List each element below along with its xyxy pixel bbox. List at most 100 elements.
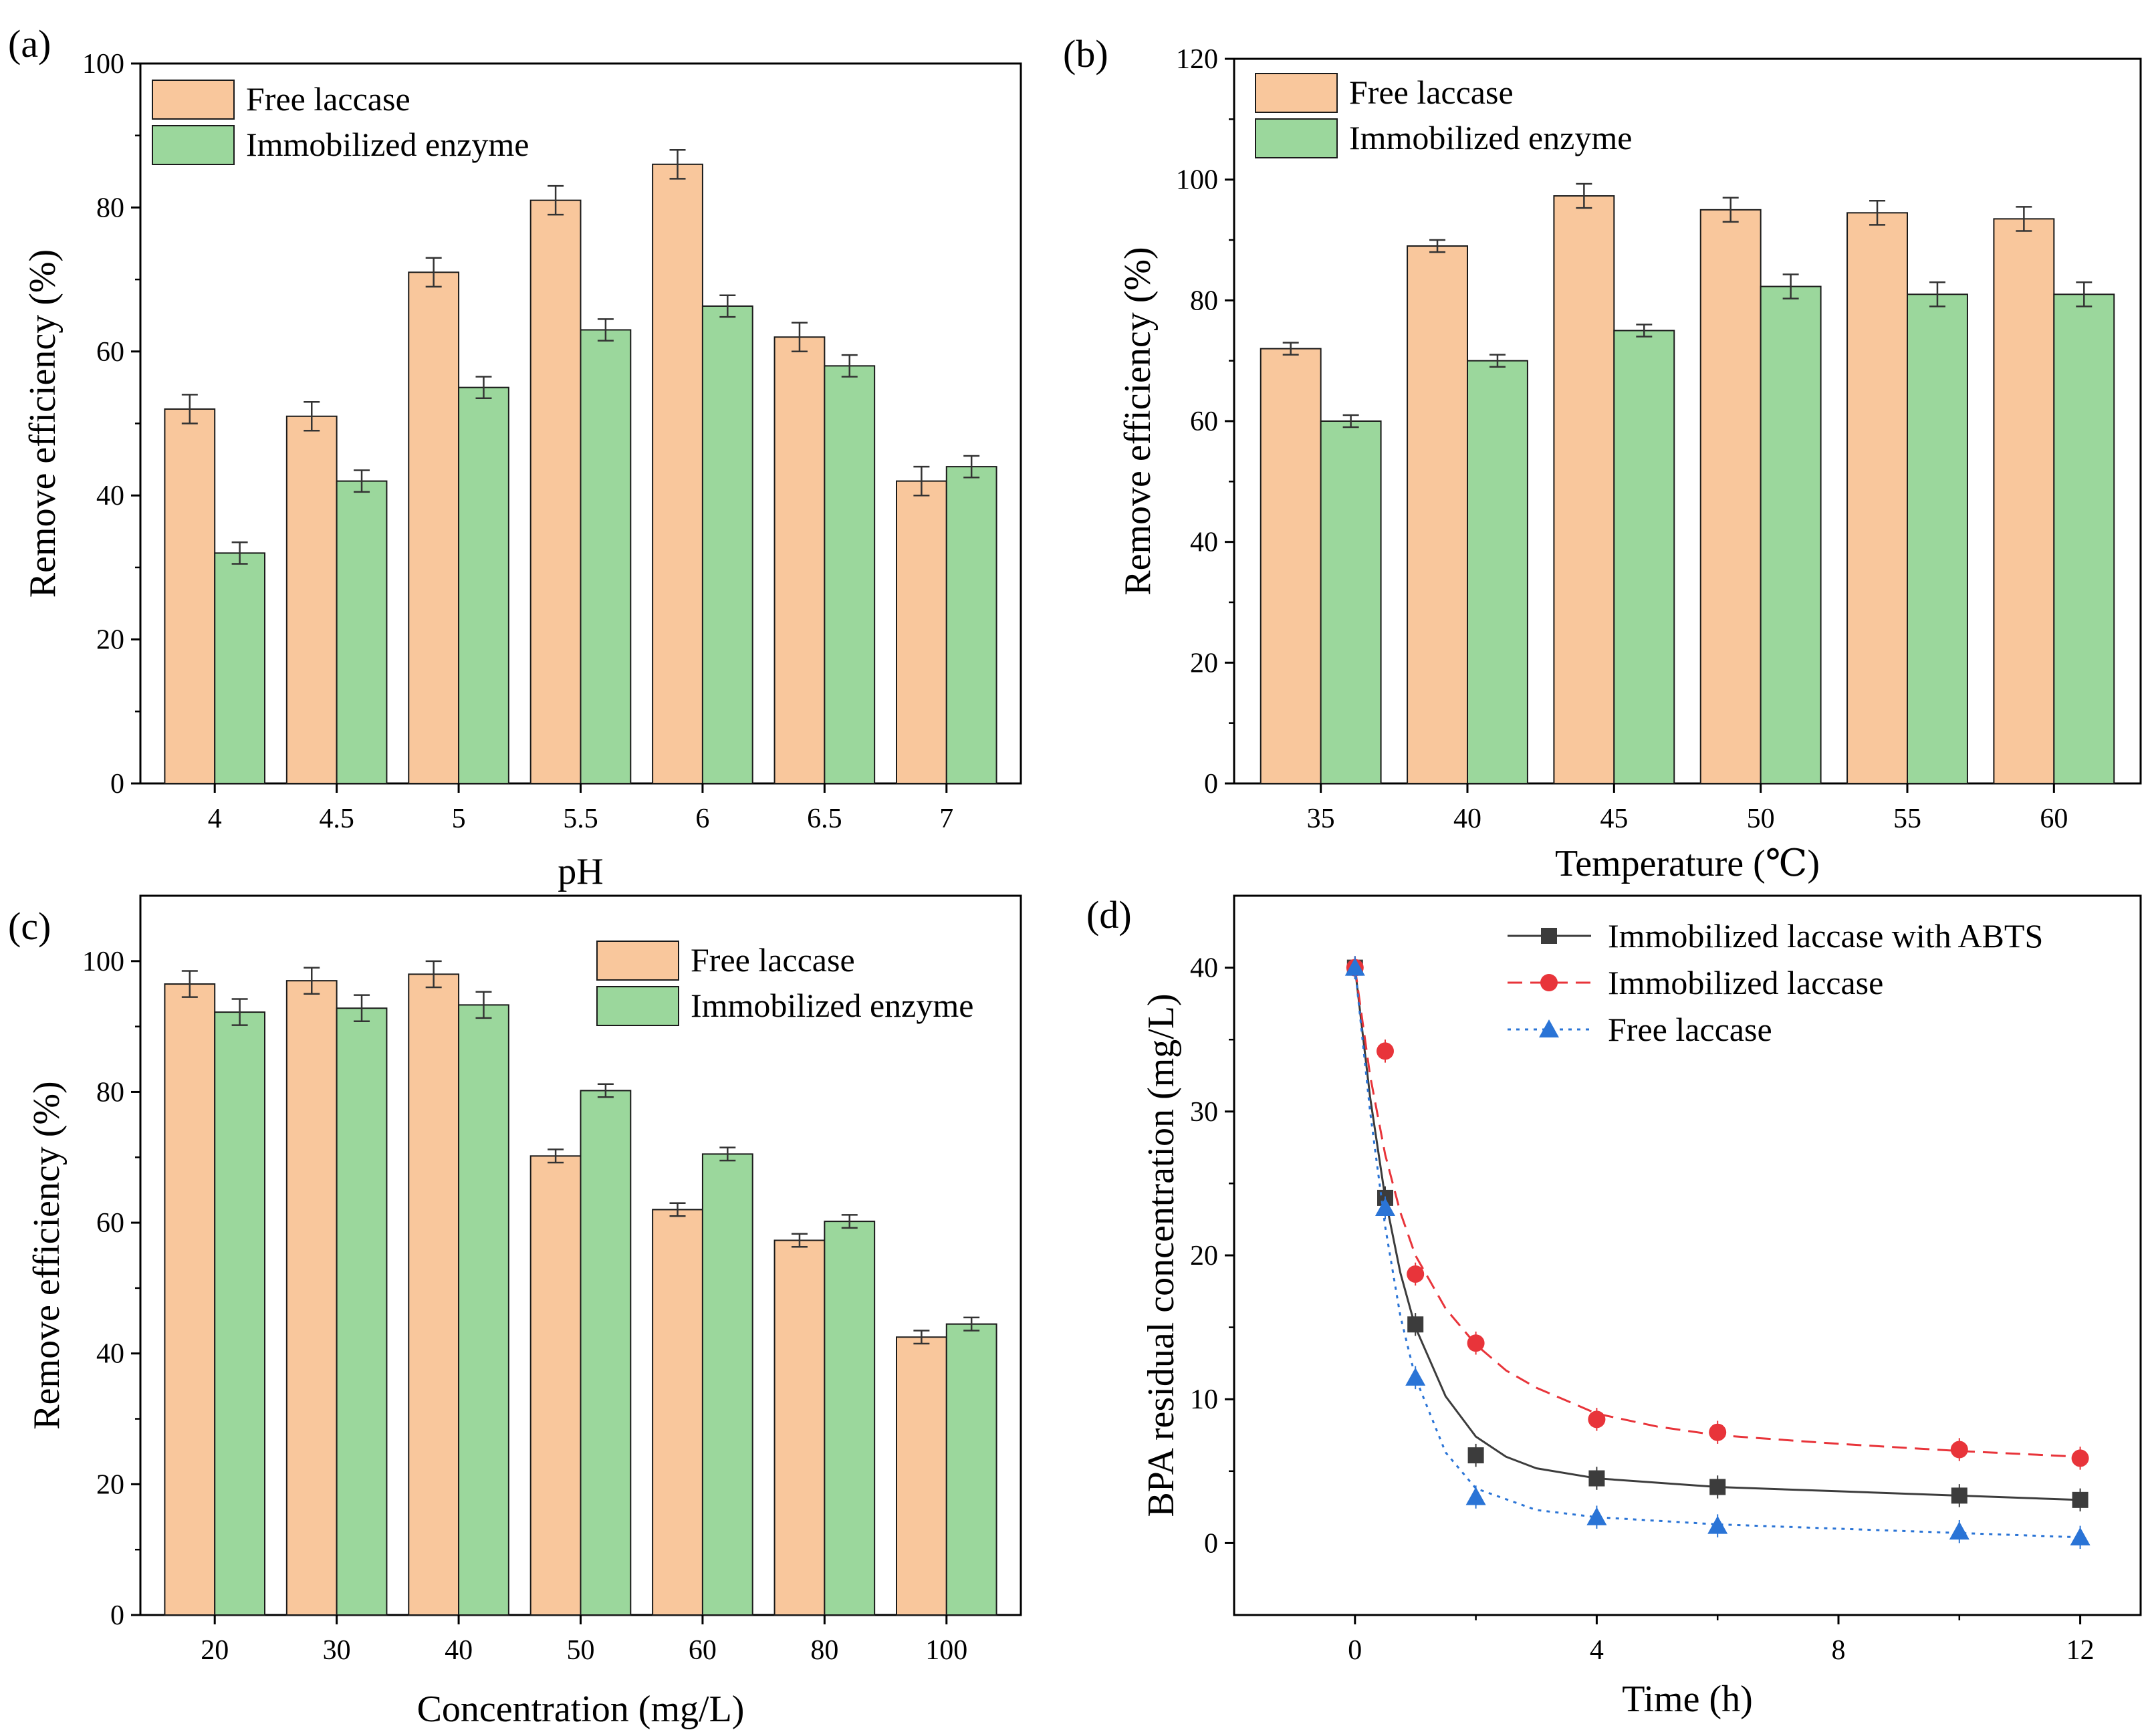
panel-a-bar <box>824 365 876 784</box>
panel-b-x-axis-title: Temperature (℃) <box>1555 843 1820 884</box>
panel-d-data-point <box>1588 1470 1605 1487</box>
panel-c-xtick-label: 100 <box>925 1635 967 1666</box>
panel-a-ytick-label: 40 <box>96 481 124 511</box>
panel-c-bar <box>336 1007 388 1616</box>
panel-b-bar <box>1320 420 1382 784</box>
panel-b-ytick-label: 100 <box>1176 165 1218 196</box>
panel-d-data-point <box>1344 957 1365 976</box>
panel-b-bar <box>1760 285 1822 785</box>
panel-a-bar <box>652 163 703 784</box>
panel-d-data-point <box>1707 1515 1728 1534</box>
panel-c-bar <box>701 1153 753 1616</box>
panel-b-xtick-label: 45 <box>1600 803 1628 834</box>
panel-d-xtick-label: 4 <box>1590 1635 1604 1666</box>
panel-c-y-axis-title: Remove efficiency (%) <box>26 1081 68 1429</box>
panel-d-xtick-label: 12 <box>2066 1635 2095 1666</box>
panel-c-xtick-label: 20 <box>201 1635 229 1666</box>
panel-a-ytick-label: 100 <box>82 49 124 80</box>
panel-a-bar <box>214 552 266 784</box>
panel-c-ytick-label: 80 <box>96 1077 124 1108</box>
panel-d-data-point <box>1467 1334 1485 1352</box>
panel-a-bar <box>458 386 509 784</box>
panel-b-ytick-label: 20 <box>1190 648 1218 678</box>
panel-a-xtick-label: 4 <box>208 803 222 834</box>
panel-a-ytick-label: 80 <box>96 193 124 223</box>
panel-d-data-point <box>2070 1527 2091 1545</box>
panel-b-bar <box>1553 195 1615 785</box>
panel-a-bar <box>336 480 388 784</box>
panel-c-bar <box>580 1090 632 1616</box>
panel-c-bar <box>214 1011 266 1616</box>
panel-d-data-point <box>1949 1521 1969 1540</box>
panel-d-legend-label: Immobilized laccase <box>1608 964 1883 1001</box>
panel-a-legend-label: Free laccase <box>246 80 410 118</box>
panel-c-bar <box>895 1336 947 1616</box>
panel-a-xtick-label: 4.5 <box>319 803 354 834</box>
panel-c-bar <box>458 1004 509 1616</box>
panel-d-y-axis-title: BPA residual concentration (mg/L) <box>1141 993 1182 1517</box>
panel-c-ytick-label: 100 <box>82 947 124 977</box>
panel-b-ytick-label: 40 <box>1190 527 1218 558</box>
panel-a-xtick-label: 6 <box>695 803 709 834</box>
panel-d-data-point <box>1407 1316 1424 1333</box>
panel-d-data-point <box>2071 1449 2089 1467</box>
panel-b-legend-swatch <box>1255 73 1338 113</box>
panel-a-y-axis-title: Remove efficiency (%) <box>22 249 64 598</box>
panel-c-legend-swatch <box>596 986 679 1026</box>
panel-a-legend-swatch <box>152 125 235 165</box>
panel-d-xtick-label: 8 <box>1832 1635 1846 1666</box>
panel-b-legend-swatch <box>1255 118 1338 158</box>
panel-a-bar <box>285 415 338 784</box>
panel-a-bar <box>408 271 460 784</box>
panel-d-data-point <box>1405 1367 1426 1386</box>
panel-d-legend-marker <box>1540 974 1558 991</box>
panel-a-bar <box>529 199 582 784</box>
panel-a-bar <box>580 329 632 784</box>
panel-c-xtick-label: 50 <box>567 1635 595 1666</box>
panel-c-legend-label: Immobilized enzyme <box>691 987 973 1024</box>
panel-a-label: (a) <box>8 22 51 66</box>
panel-a-bar <box>895 480 947 784</box>
panel-d-axes-frame <box>1233 894 2142 1616</box>
panel-d-legend-label: Free laccase <box>1608 1011 1772 1048</box>
panel-b-bar <box>2053 293 2115 784</box>
panel-d-xtick-label: 0 <box>1348 1635 1362 1666</box>
panel-a-xtick-label: 5 <box>452 803 466 834</box>
panel-a-bar <box>773 336 826 784</box>
panel-b-label: (b) <box>1063 32 1108 76</box>
panel-d-x-axis-title: Time (h) <box>1622 1679 1753 1720</box>
panel-c-x-axis-title: Concentration (mg/L) <box>417 1689 745 1730</box>
panel-d-data-point <box>2072 1491 2088 1508</box>
panel-d-data-point <box>1377 1042 1394 1060</box>
panel-c-bar <box>773 1239 826 1616</box>
panel-d-legend-marker <box>1539 1019 1559 1037</box>
panel-d-legend-label: Immobilized laccase with ABTS <box>1608 917 2043 955</box>
panel-c-legend-swatch <box>596 941 679 981</box>
panel-c-xtick-label: 30 <box>323 1635 351 1666</box>
panel-a-xtick-label: 7 <box>939 803 953 834</box>
panel-c-bar <box>529 1155 582 1616</box>
panel-d-fit-line <box>1354 967 2080 1458</box>
panel-d-data-point <box>1709 1423 1727 1441</box>
panel-b-bar <box>1260 348 1322 784</box>
panel-c-bar <box>164 983 216 1616</box>
panel-a-bar <box>945 466 997 784</box>
panel-a-bar <box>164 408 216 784</box>
panel-d-data-point <box>1375 1197 1395 1216</box>
panel-a-bar <box>701 305 753 785</box>
panel-d-ytick-label: 20 <box>1190 1241 1218 1271</box>
panel-c-bar <box>652 1209 703 1616</box>
panel-b-legend-label: Free laccase <box>1349 74 1514 111</box>
panel-c-bar <box>945 1323 997 1616</box>
panel-b-bar <box>1993 218 2055 784</box>
panel-b-bar <box>1846 212 1908 785</box>
panel-c-ytick-label: 0 <box>110 1600 124 1631</box>
panel-c-xtick-label: 80 <box>810 1635 838 1666</box>
panel-a-ytick-label: 60 <box>96 337 124 368</box>
panel-c-bar <box>285 980 338 1616</box>
panel-d-ytick-label: 10 <box>1190 1384 1218 1415</box>
panel-b-bar <box>1407 245 1468 784</box>
panel-d-data-point <box>1951 1487 1967 1504</box>
panel-b-ytick-label: 120 <box>1176 44 1218 75</box>
